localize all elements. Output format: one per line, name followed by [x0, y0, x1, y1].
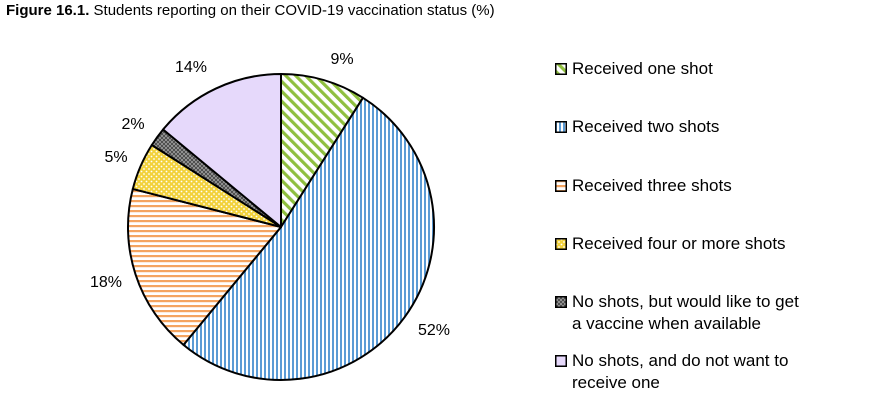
legend-item-2: Received two shots [555, 116, 855, 138]
legend-label-5: No shots, but would like to get a vaccin… [572, 292, 799, 333]
legend-label-1: Received one shot [572, 59, 713, 78]
legend-item-3: Received three shots [555, 175, 855, 197]
legend-item-4: Received four or more shots [555, 233, 855, 255]
chart-title: Figure 16.1. Students reporting on their… [6, 2, 495, 19]
figure-number: Figure 16.1. [6, 2, 90, 19]
legend-swatch-3 [555, 180, 567, 192]
legend-item-5: No shots, but would like to get a vaccin… [555, 291, 855, 335]
legend-item-1: Received one shot [555, 58, 855, 80]
pie-slice-1 [280, 73, 364, 228]
legend-swatch-2 [555, 121, 567, 133]
figure-caption: Students reporting on their COVID-19 vac… [89, 2, 495, 19]
pie-slice-6 [162, 73, 282, 228]
pie-slices [127, 73, 435, 381]
pie-value-label-1: 9% [330, 51, 353, 68]
legend-swatch-4 [555, 238, 567, 250]
legend-label-3: Received three shots [572, 176, 732, 195]
pie-value-label-2: 52% [418, 322, 450, 339]
legend-label-6: No shots, and do not want to receive one [572, 351, 789, 392]
pie-value-label-4: 5% [104, 149, 127, 166]
pie-value-labels: 9% 52% 18% 5% 2% 14% [90, 51, 450, 339]
pie-value-label-6: 14% [175, 59, 207, 76]
pie-slice-3 [127, 187, 282, 346]
legend-swatch-6 [555, 355, 567, 367]
legend-item-6: No shots, and do not want to receive one [555, 350, 855, 394]
pie-value-label-5: 2% [121, 116, 144, 133]
legend-label-4: Received four or more shots [572, 234, 786, 253]
pie-value-label-3: 18% [90, 274, 122, 291]
legend-swatch-5 [555, 296, 567, 308]
pie-slice-2 [182, 96, 435, 381]
legend-swatch-1 [555, 63, 567, 75]
legend-label-2: Received two shots [572, 117, 720, 136]
